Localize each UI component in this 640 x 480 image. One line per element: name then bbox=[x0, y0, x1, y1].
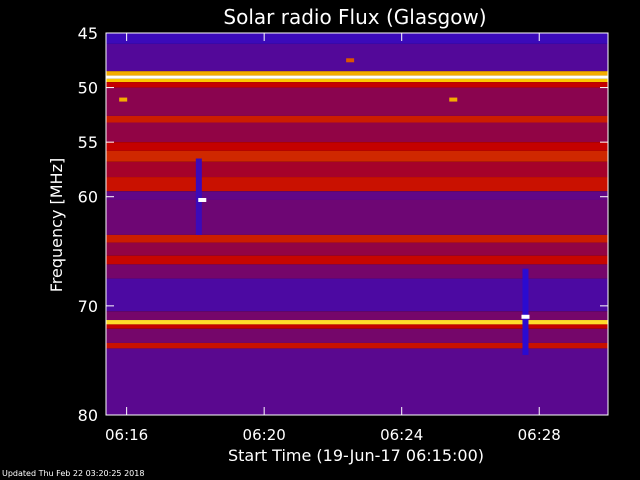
spot-2 bbox=[449, 97, 458, 102]
spot-0 bbox=[198, 197, 207, 202]
frequency-band-9 bbox=[106, 142, 608, 151]
frequency-band-12 bbox=[106, 177, 608, 192]
frequency-band-16 bbox=[106, 242, 608, 256]
y-axis-label: Frequency [MHz] bbox=[47, 158, 66, 292]
frequency-band-4 bbox=[106, 78, 608, 83]
frequency-band-22 bbox=[106, 324, 608, 329]
axis-ticks: 06:16 06:20 06:24 06:28 45 50 55 60 70 80 bbox=[78, 24, 608, 444]
frequency-band-20 bbox=[106, 311, 608, 321]
y-tick-label: 45 bbox=[78, 24, 98, 43]
x-axis-label: Start Time (19-Jun-17 06:15:00) bbox=[228, 446, 484, 465]
frequency-band-23 bbox=[106, 328, 608, 343]
heatmap-area bbox=[106, 33, 608, 415]
frequency-band-7 bbox=[106, 115, 608, 123]
frequency-band-8 bbox=[106, 122, 608, 143]
spot-1 bbox=[119, 97, 128, 102]
chart-title: Solar radio Flux (Glasgow) bbox=[223, 5, 486, 29]
x-tick-label: 06:20 bbox=[243, 426, 286, 444]
x-tick-label: 06:28 bbox=[518, 426, 561, 444]
frequency-band-1 bbox=[106, 43, 608, 72]
frequency-band-13 bbox=[106, 191, 608, 200]
frequency-band-0 bbox=[106, 33, 608, 44]
y-tick-label: 70 bbox=[78, 297, 98, 316]
frequency-band-25 bbox=[106, 348, 608, 415]
frequency-band-2 bbox=[106, 71, 608, 76]
burst-1 bbox=[522, 268, 529, 355]
frequency-band-14 bbox=[106, 199, 608, 235]
burst-0 bbox=[195, 158, 202, 235]
frequency-band-11 bbox=[106, 161, 608, 178]
frequency-band-6 bbox=[106, 87, 608, 116]
x-tick-label: 06:24 bbox=[380, 426, 423, 444]
frequency-band-18 bbox=[106, 264, 608, 279]
plot-frame bbox=[105, 32, 609, 416]
frequency-band-24 bbox=[106, 342, 608, 349]
frequency-band-21 bbox=[106, 320, 608, 325]
frequency-band-10 bbox=[106, 150, 608, 162]
frequency-band-15 bbox=[106, 234, 608, 243]
frequency-band-3 bbox=[106, 75, 608, 79]
spot-3 bbox=[521, 314, 530, 319]
spot-4 bbox=[346, 58, 355, 63]
y-tick-label: 55 bbox=[78, 133, 98, 152]
frequency-band-17 bbox=[106, 255, 608, 265]
frequency-band-19 bbox=[106, 278, 608, 312]
y-tick-label: 80 bbox=[78, 406, 98, 425]
frequency-band-5 bbox=[106, 82, 608, 88]
updated-timestamp: Updated Thu Feb 22 03:20:25 2018 bbox=[2, 469, 145, 478]
y-tick-label: 60 bbox=[78, 188, 98, 207]
x-tick-label: 06:16 bbox=[105, 426, 148, 444]
y-tick-label: 50 bbox=[78, 79, 98, 98]
